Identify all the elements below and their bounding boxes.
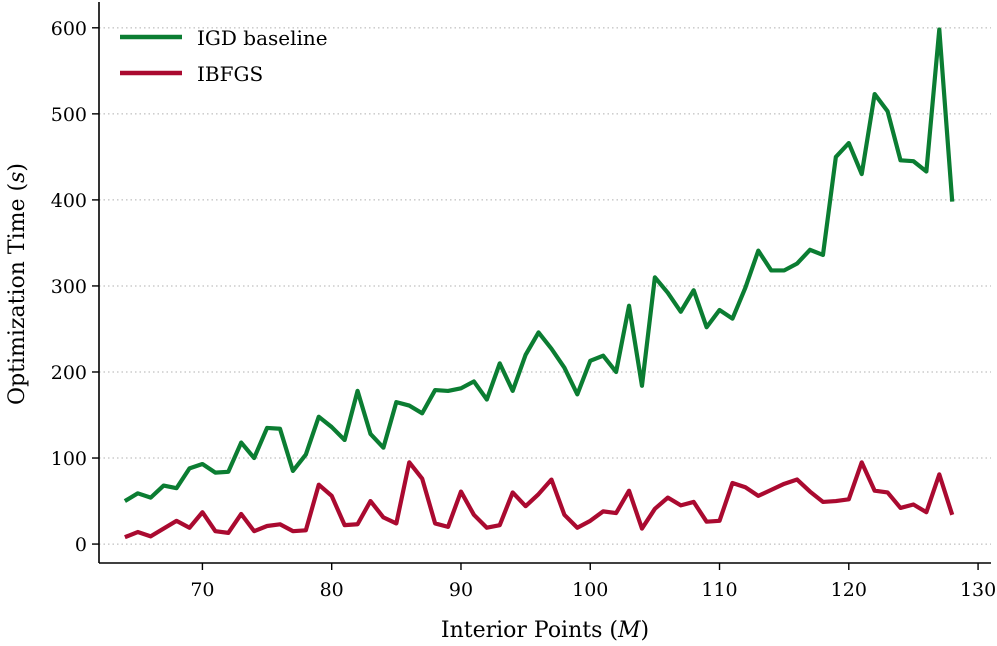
series-line-ibfgs <box>124 460 955 540</box>
x-tick-label-90: 90 <box>449 579 473 601</box>
x-tick-label-110: 110 <box>701 579 737 601</box>
y-tick-label-500: 500 <box>51 104 87 126</box>
x-tick-label-120: 120 <box>831 579 867 601</box>
legend-label-igd-baseline: IGD baseline <box>197 26 328 50</box>
axes <box>98 2 991 564</box>
x-tick-label-80: 80 <box>320 579 344 601</box>
y-axis-title: Optimization Time (s) <box>5 163 30 405</box>
gridlines <box>99 27 991 545</box>
y-tick-label-300: 300 <box>51 276 87 298</box>
y-tick-label-400: 400 <box>51 190 87 212</box>
y-tick-label-100: 100 <box>51 448 87 470</box>
x-tick-label-100: 100 <box>572 579 608 601</box>
x-ticks: 70 80 90 100 110 120 130 <box>190 563 996 601</box>
x-tick-label-70: 70 <box>190 579 214 601</box>
x-axis-title: Interior Points (M) <box>441 618 649 643</box>
y-ticks: 0 100 200 300 400 500 600 <box>51 18 99 556</box>
legend-label-ibfgs: IBFGS <box>197 62 263 86</box>
y-tick-label-600: 600 <box>51 18 87 40</box>
y-tick-label-0: 0 <box>75 534 87 556</box>
series-line-igd-baseline <box>123 27 955 503</box>
legend: IGD baseline IBFGS <box>120 26 328 86</box>
x-tick-label-130: 130 <box>960 579 996 601</box>
series-layer <box>123 27 955 540</box>
y-tick-label-200: 200 <box>51 362 87 384</box>
